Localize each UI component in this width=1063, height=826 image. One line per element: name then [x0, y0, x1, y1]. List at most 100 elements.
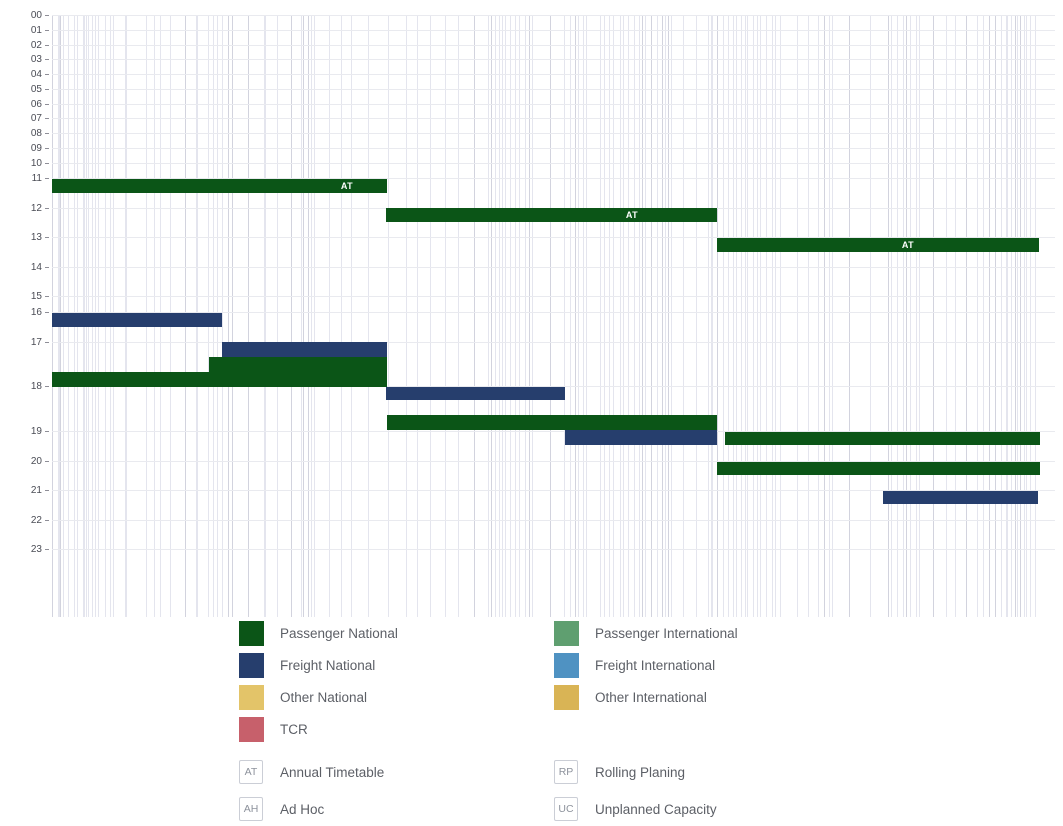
capacity-bar-passenger_national-hour-20[interactable]: [717, 462, 1040, 475]
hour-label: 09: [30, 142, 42, 154]
y-axis-tick-17: 17: [0, 336, 49, 348]
vertical-gridline: [906, 15, 907, 617]
horizontal-gridline: [52, 15, 1055, 16]
horizontal-gridline: [52, 267, 1055, 268]
capacity-bar-passenger_national-hour-11[interactable]: AT: [52, 179, 387, 193]
hour-label: 10: [30, 157, 42, 169]
vertical-gridline: [903, 15, 904, 617]
vertical-gridline: [977, 15, 978, 617]
vertical-gridline: [642, 15, 643, 617]
vertical-gridline: [723, 15, 724, 617]
hour-label: 23: [30, 543, 42, 555]
vertical-gridline: [870, 15, 871, 617]
vertical-gridline: [458, 15, 459, 617]
hour-label: 17: [30, 336, 42, 348]
vertical-gridline: [1006, 15, 1008, 617]
legend-swatch-tcr: [239, 717, 264, 742]
legend-label: Passenger International: [595, 626, 738, 641]
horizontal-gridline: [52, 118, 1055, 119]
vertical-gridline: [623, 15, 624, 617]
vertical-gridline: [583, 15, 584, 617]
vertical-gridline: [620, 15, 621, 617]
vertical-gridline: [525, 15, 526, 617]
hour-label: 18: [30, 380, 42, 392]
tick-mark: [45, 207, 49, 209]
hour-label: 22: [30, 514, 42, 526]
vertical-gridline: [849, 15, 850, 617]
y-axis-tick-06: 06: [0, 98, 49, 110]
hour-label: 15: [30, 290, 42, 302]
vertical-gridline: [388, 15, 389, 617]
vertical-gridline: [351, 15, 352, 617]
vertical-gridline: [933, 15, 934, 617]
phase-badge-rp: RP: [554, 760, 578, 784]
tick-mark: [45, 29, 49, 31]
vertical-gridline: [818, 15, 819, 617]
vertical-gridline: [1015, 15, 1016, 617]
vertical-gridline: [955, 15, 956, 617]
capacity-bar-passenger_national-hour-17[interactable]: [209, 357, 387, 372]
vertical-gridline: [232, 15, 233, 617]
y-axis-tick-00: 00: [0, 9, 49, 21]
vertical-gridline: [488, 15, 489, 617]
category-legend-column-1: Passenger National Freight National Other …: [239, 621, 398, 749]
legend-item-passenger_national: Passenger National: [239, 621, 398, 646]
vertical-gridline: [301, 15, 302, 617]
capacity-bar-freight_national-hour-18[interactable]: [386, 387, 565, 400]
phase-label: Unplanned Capacity: [595, 801, 717, 817]
phase-legend-column-2: RP Rolling Planing UC Unplanned Capacity: [554, 760, 717, 826]
legend-label: Passenger National: [280, 626, 398, 641]
vertical-gridline: [797, 15, 798, 617]
vertical-gridline: [341, 15, 342, 617]
horizontal-gridline: [52, 104, 1055, 105]
bar-phase-label: AT: [625, 210, 639, 220]
legend-swatch-passenger_national: [239, 621, 264, 646]
capacity-bar-passenger_national-hour-19[interactable]: [725, 432, 1040, 445]
vertical-gridline: [430, 15, 431, 617]
capacity-bar-passenger_national-hour-17[interactable]: [52, 372, 387, 387]
capacity-bar-freight_national-hour-21[interactable]: [883, 491, 1038, 504]
horizontal-gridline: [52, 549, 1055, 550]
y-axis-tick-15: 15: [0, 290, 49, 302]
vertical-gridline: [505, 15, 506, 617]
capacity-bar-freight_national-hour-16[interactable]: [52, 313, 222, 327]
vertical-gridline: [578, 15, 579, 617]
vertical-gridline: [1026, 15, 1027, 617]
hour-label: 00: [30, 9, 42, 21]
tick-mark: [45, 519, 49, 521]
horizontal-gridline: [52, 520, 1055, 521]
vertical-gridline: [829, 15, 830, 617]
tick-mark: [45, 132, 49, 134]
vertical-gridline: [248, 15, 249, 617]
vertical-gridline: [728, 15, 729, 617]
y-axis-tick-04: 04: [0, 68, 49, 80]
vertical-gridline: [745, 15, 746, 617]
capacity-bar-freight_national-hour-17[interactable]: [222, 342, 387, 357]
vertical-gridline: [1030, 15, 1031, 617]
horizontal-gridline: [52, 461, 1055, 462]
phase-label: Ad Hoc: [280, 801, 325, 817]
horizontal-gridline: [52, 237, 1055, 238]
capacity-bar-passenger_national-hour-12[interactable]: AT: [386, 208, 717, 222]
horizontal-gridline: [52, 74, 1055, 75]
vertical-gridline: [600, 15, 601, 617]
vertical-gridline: [696, 15, 697, 617]
vertical-gridline: [897, 15, 898, 617]
tick-mark: [45, 88, 49, 90]
vertical-gridline: [736, 15, 737, 617]
horizontal-gridline: [52, 312, 1055, 313]
horizontal-gridline: [52, 30, 1055, 31]
vertical-gridline: [772, 15, 773, 617]
vertical-gridline: [995, 15, 996, 617]
hour-label: 07: [30, 112, 42, 124]
y-axis-tick-07: 07: [0, 112, 49, 124]
vertical-gridline: [474, 15, 475, 617]
capacity-bar-freight_national-hour-19[interactable]: [565, 430, 717, 445]
vertical-gridline: [1035, 15, 1036, 617]
capacity-bar-passenger_national-hour-18[interactable]: [387, 415, 717, 430]
hour-label: 03: [30, 53, 42, 65]
y-axis-tick-12: 12: [0, 202, 49, 214]
capacity-bar-passenger_national-hour-13[interactable]: AT: [717, 238, 1039, 252]
vertical-gridline: [919, 15, 920, 617]
vertical-gridline: [668, 15, 669, 617]
